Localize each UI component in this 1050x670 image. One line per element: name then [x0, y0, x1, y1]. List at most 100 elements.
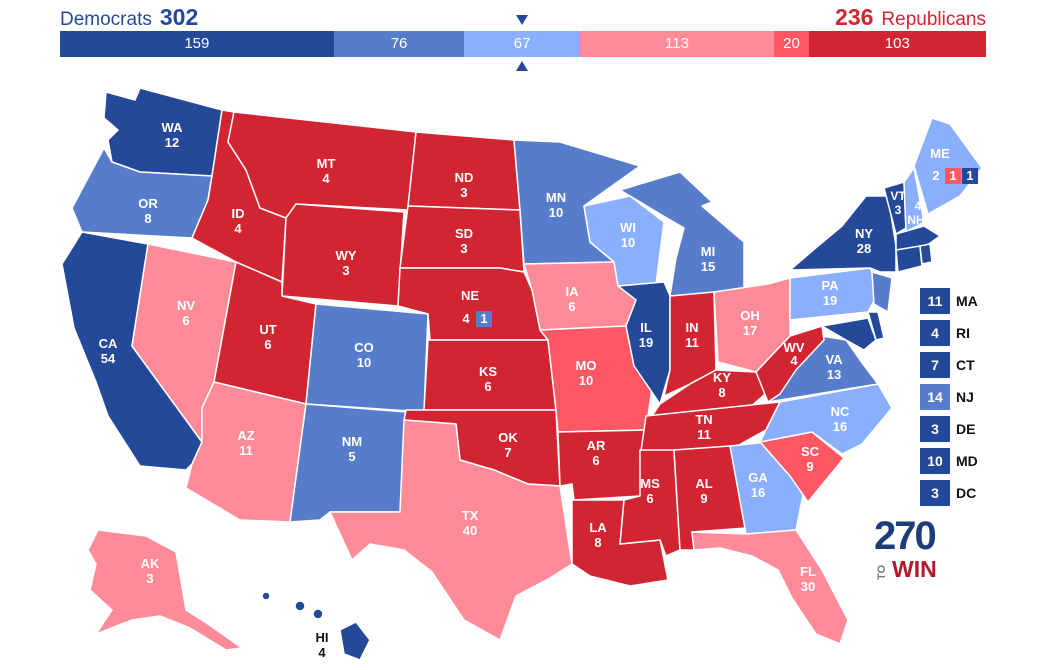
legend-row-ri[interactable]: 4 RI	[920, 320, 978, 346]
legend-state-ma: MA	[956, 293, 978, 309]
me-district-box-1[interactable]	[945, 168, 961, 184]
label-az: AZ	[237, 428, 254, 443]
ev-nm: 5	[348, 449, 355, 464]
label-ky: KY	[713, 370, 731, 385]
logo-to: TO	[876, 564, 888, 580]
ev-ny: 28	[857, 241, 871, 256]
ev-tx: 40	[463, 523, 477, 538]
legend-row-de[interactable]: 3 DE	[920, 416, 978, 442]
state-nc[interactable]	[759, 383, 893, 455]
bar-segment-safe-dem: 159	[60, 31, 334, 57]
label-ga: GA	[748, 470, 768, 485]
ev-ok: 7	[504, 445, 511, 460]
label-wy: WY	[336, 248, 357, 263]
ne-district-box[interactable]	[476, 311, 492, 327]
democrats-total-header: Democrats 302	[60, 4, 198, 33]
ev-ga: 16	[751, 485, 765, 500]
label-ia: IA	[566, 284, 580, 299]
ev-ne: 4	[462, 311, 470, 326]
state-me[interactable]	[913, 117, 983, 215]
label-nd: ND	[455, 170, 474, 185]
ev-oh: 17	[743, 323, 757, 338]
label-fl: FL	[800, 564, 816, 579]
state-ak[interactable]	[87, 529, 243, 651]
label-wi: WI	[620, 220, 636, 235]
label-ms: MS	[640, 476, 660, 491]
state-de[interactable]	[867, 311, 885, 341]
ev-mo: 10	[579, 373, 593, 388]
bar-segment-safe-rep: 103	[808, 31, 986, 57]
ev-in: 11	[685, 335, 699, 350]
label-oh: OH	[740, 308, 760, 323]
label-nm: NM	[342, 434, 362, 449]
legend-row-nj[interactable]: 14 NJ	[920, 384, 978, 410]
democrats-label: Democrats	[60, 9, 152, 30]
ev-va: 13	[827, 367, 841, 382]
ev-pa: 19	[823, 293, 837, 308]
legend-value-ri: 4	[920, 320, 950, 346]
ev-ms: 6	[646, 491, 653, 506]
label-co: CO	[354, 340, 374, 355]
legend-state-nj: NJ	[956, 389, 974, 405]
ev-fl: 30	[801, 579, 815, 594]
ev-vt: 3	[895, 203, 902, 217]
ev-ca: 54	[101, 351, 116, 366]
label-mo: MO	[576, 358, 597, 373]
270towin-logo[interactable]: 270 TO WIN	[872, 514, 944, 584]
legend-value-dc: 3	[920, 480, 950, 506]
state-ri[interactable]	[919, 243, 933, 265]
ev-ne-district: 1	[480, 311, 487, 326]
ev-ak: 3	[146, 571, 153, 586]
label-or: OR	[138, 196, 158, 211]
ev-me-district-1: 1	[949, 168, 956, 183]
label-in: IN	[686, 320, 699, 335]
ev-hi: 4	[318, 645, 326, 660]
label-me: ME	[930, 146, 950, 161]
label-hi: HI	[316, 630, 329, 645]
label-id: ID	[232, 206, 245, 221]
ev-nh: 4	[915, 199, 922, 213]
state-fl[interactable]	[691, 529, 849, 645]
state-nj[interactable]	[871, 271, 893, 313]
state-ny[interactable]	[789, 195, 897, 273]
label-nh: NH	[907, 213, 924, 227]
bar-segment-likely-rep: 20	[774, 31, 809, 57]
ev-wy: 3	[342, 263, 349, 278]
state-hi-island	[261, 591, 271, 601]
electoral-vote-bar: 159 76 67 113 20 103	[60, 31, 986, 57]
state-wv[interactable]	[755, 325, 825, 403]
legend-value-nj: 14	[920, 384, 950, 410]
state-tx[interactable]	[329, 419, 573, 641]
legend-row-dc[interactable]: 3 DC	[920, 480, 978, 506]
state-ct[interactable]	[895, 245, 923, 273]
legend-row-md[interactable]: 10 MD	[920, 448, 978, 474]
legend-state-md: MD	[956, 453, 978, 469]
label-sd: SD	[455, 226, 473, 241]
label-pa: PA	[821, 278, 839, 293]
label-mt: MT	[317, 156, 336, 171]
bar-segment-lean-rep: 113	[579, 31, 775, 57]
small-states-legend: 11 MA 4 RI 7 CT 14 NJ 3 DE 10 MD 3 DC	[920, 288, 978, 512]
state-hi[interactable]	[339, 621, 371, 661]
state-hi-island	[312, 608, 324, 620]
bar-segment-lean-dem: 67	[464, 31, 580, 57]
state-ma[interactable]	[895, 225, 941, 251]
logo-number: 270	[874, 514, 937, 558]
ev-sc: 9	[806, 459, 813, 474]
label-mi: MI	[701, 244, 715, 259]
ev-co: 10	[357, 355, 371, 370]
label-ut: UT	[259, 322, 276, 337]
ev-mi: 15	[701, 259, 715, 274]
me-district-box-2[interactable]	[962, 168, 978, 184]
legend-row-ma[interactable]: 11 MA	[920, 288, 978, 314]
midpoint-marker-bottom-icon	[516, 61, 528, 71]
state-nh[interactable]	[903, 167, 925, 233]
ev-wi: 10	[621, 235, 635, 250]
label-ny: NY	[855, 226, 873, 241]
label-ak: AK	[141, 556, 160, 571]
ev-or: 8	[144, 211, 151, 226]
state-md[interactable]	[821, 317, 877, 351]
legend-row-ct[interactable]: 7 CT	[920, 352, 978, 378]
label-ks: KS	[479, 364, 497, 379]
state-wy[interactable]	[281, 203, 405, 307]
